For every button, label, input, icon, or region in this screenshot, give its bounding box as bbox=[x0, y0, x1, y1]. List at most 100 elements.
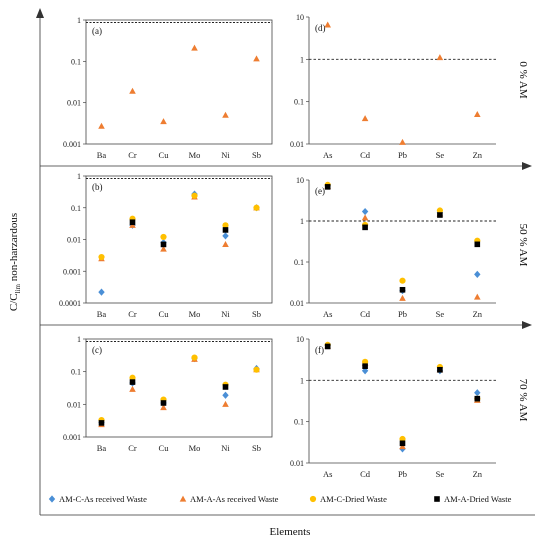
data-point bbox=[361, 115, 369, 122]
category-label: As bbox=[323, 150, 332, 160]
category-label: Mo bbox=[189, 309, 201, 319]
y-tick-label: 0.01 bbox=[290, 459, 304, 468]
category-label: Se bbox=[436, 150, 445, 160]
y-tick-label: 0.001 bbox=[63, 140, 81, 149]
category-label: Cd bbox=[360, 469, 371, 479]
y-tick-label: 0.1 bbox=[294, 258, 304, 267]
data-point bbox=[160, 400, 167, 406]
data-point bbox=[399, 443, 406, 450]
data-point bbox=[436, 207, 443, 214]
category-label: Ba bbox=[97, 309, 107, 319]
data-point bbox=[474, 395, 481, 402]
data-point bbox=[437, 366, 443, 373]
data-point bbox=[437, 212, 443, 218]
row-label-70: 70 % AM bbox=[517, 379, 529, 422]
row-separator-2-arrow-icon bbox=[522, 321, 532, 329]
category-label: Cr bbox=[128, 150, 137, 160]
data-point bbox=[474, 270, 481, 278]
panel-label: (d) bbox=[315, 23, 326, 33]
data-point bbox=[160, 245, 167, 252]
category-label: Cu bbox=[159, 443, 170, 453]
data-point bbox=[222, 222, 229, 229]
data-point bbox=[474, 389, 481, 397]
plot-frame bbox=[85, 19, 273, 145]
category-label: Sb bbox=[252, 150, 261, 160]
panels: 0.001 0.01 0.1 1 Ba Cr Cu Mo Ni Sb (a) 0.01 0.1 1 10 As… bbox=[59, 13, 496, 479]
category-label: Cd bbox=[360, 309, 371, 319]
row-separator-1-arrow-icon bbox=[522, 162, 532, 170]
y-tick-label: 0.001 bbox=[63, 433, 81, 442]
category-label: Se bbox=[436, 309, 445, 319]
data-point bbox=[324, 21, 331, 28]
y-axis-title-tail: non-harzardous bbox=[8, 213, 20, 284]
legend-marker-icon bbox=[309, 495, 317, 503]
y-tick-label: 0.1 bbox=[71, 204, 81, 213]
category-label: Ni bbox=[221, 443, 230, 453]
main-y-axis-arrow-icon bbox=[36, 8, 44, 18]
y-tick-label: 0.01 bbox=[290, 140, 304, 149]
data-point bbox=[222, 227, 229, 233]
data-point bbox=[474, 293, 481, 300]
y-tick-label: 0.01 bbox=[67, 400, 81, 409]
data-point bbox=[222, 111, 229, 118]
data-point bbox=[362, 363, 368, 369]
legend-marker-icon bbox=[48, 495, 56, 503]
y-tick-label: 0.01 bbox=[67, 99, 81, 108]
data-point bbox=[253, 366, 260, 373]
category-label: Cr bbox=[128, 443, 137, 453]
category-label: Zn bbox=[473, 309, 483, 319]
plot-frame bbox=[85, 338, 273, 438]
legend-item: AM-A-As received Waste bbox=[179, 494, 279, 504]
category-label: Pb bbox=[398, 309, 407, 319]
y-axis-title: C/Clim non-harzardous bbox=[8, 213, 22, 311]
plot-frame bbox=[85, 175, 273, 304]
y-tick-label: 10 bbox=[296, 335, 304, 344]
data-point bbox=[129, 379, 136, 385]
data-point bbox=[129, 385, 136, 392]
category-label: Cd bbox=[360, 150, 371, 160]
data-point bbox=[361, 214, 369, 221]
y-tick-label: 1 bbox=[300, 55, 304, 64]
row-label-0: 0 % AM bbox=[517, 61, 529, 99]
data-point bbox=[129, 87, 136, 94]
y-tick-label: 0.1 bbox=[294, 98, 304, 107]
y-tick-label: 1 bbox=[77, 16, 81, 25]
category-label: Cu bbox=[159, 309, 170, 319]
data-point bbox=[129, 219, 136, 226]
y-tick-label: 0.1 bbox=[294, 418, 304, 427]
y-tick-label: 0.001 bbox=[63, 267, 81, 276]
y-tick-label: 10 bbox=[296, 176, 304, 185]
category-label: Pb bbox=[398, 150, 407, 160]
panel: 0.01 0.1 1 10 As Cd Pb Se Zn (d) bbox=[290, 13, 496, 160]
category-label: Sb bbox=[252, 309, 261, 319]
data-point bbox=[436, 54, 444, 61]
category-label: As bbox=[323, 469, 332, 479]
data-point bbox=[474, 111, 481, 118]
category-label: Ba bbox=[97, 443, 107, 453]
category-label: Cr bbox=[128, 309, 137, 319]
data-point bbox=[399, 440, 406, 447]
panel-label: (f) bbox=[315, 345, 324, 355]
category-label: Mo bbox=[189, 150, 201, 160]
data-point bbox=[222, 232, 229, 240]
data-point bbox=[98, 122, 105, 129]
y-axis-title-sub: lim bbox=[14, 284, 22, 294]
panel: 0.001 0.01 0.1 1 Ba Cr Cu Mo Ni Sb (c) bbox=[63, 335, 273, 453]
legend-item: AM-A-Dried Waste bbox=[434, 494, 512, 504]
y-tick-label: 10 bbox=[296, 13, 304, 22]
legend-label: AM-A-As received Waste bbox=[190, 494, 279, 504]
data-point bbox=[399, 286, 406, 293]
y-axis-title-main: C/C bbox=[8, 293, 20, 311]
y-tick-label: 0.01 bbox=[67, 236, 81, 245]
panel-label: (b) bbox=[92, 182, 103, 192]
y-tick-label: 1 bbox=[300, 217, 304, 226]
data-point bbox=[222, 391, 229, 399]
data-point bbox=[160, 404, 167, 411]
y-tick-label: 0.1 bbox=[71, 57, 81, 66]
data-point bbox=[98, 253, 105, 261]
data-point bbox=[399, 294, 406, 301]
y-tick-label: 1 bbox=[77, 335, 81, 344]
legend-marker-icon bbox=[179, 495, 187, 502]
legend-item: AM-C-Dried Waste bbox=[309, 494, 387, 504]
